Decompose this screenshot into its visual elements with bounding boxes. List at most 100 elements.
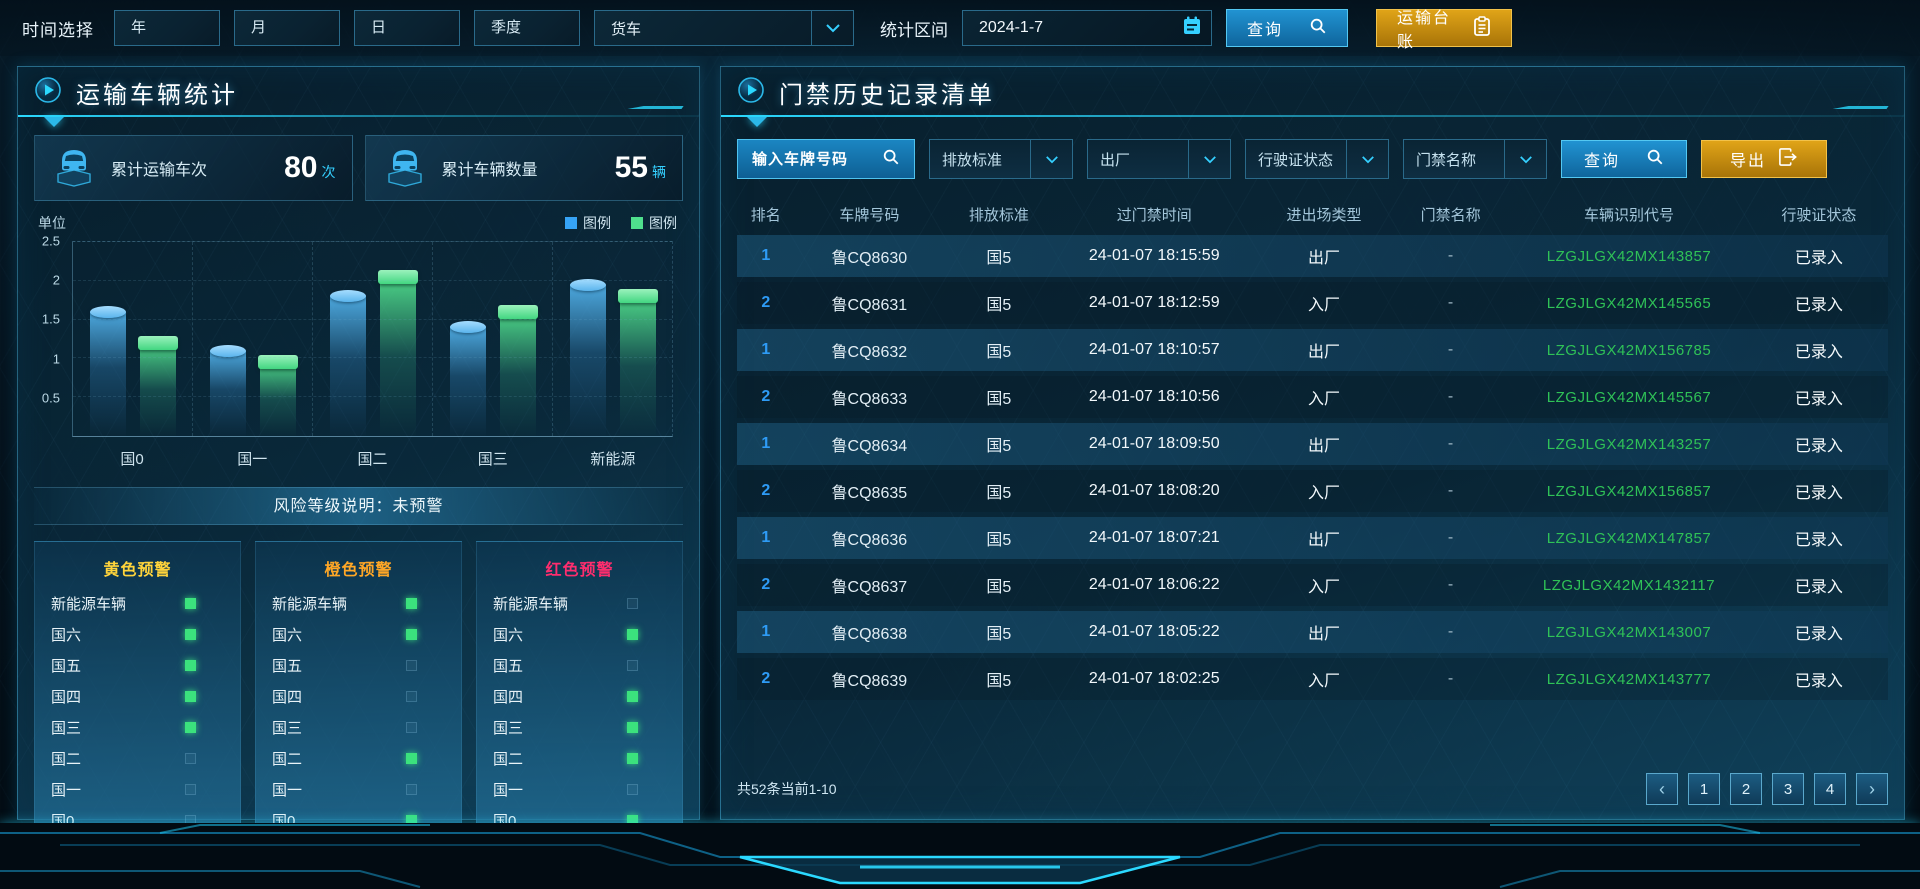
time-button-2[interactable]: 日 [354, 10, 460, 46]
x-tick-label: 国0 [120, 451, 144, 468]
checkbox-unchecked[interactable] [185, 753, 196, 764]
checkbox-unchecked[interactable] [627, 784, 638, 795]
stat-card-vehicles: 累计车辆数量 55 辆 [364, 135, 683, 201]
chart-y-axis: 0.5 1 1.5 2 2.5 [36, 234, 68, 437]
top-query-button[interactable]: 查询 [1226, 9, 1348, 47]
checkbox-checked[interactable] [185, 660, 196, 671]
table-row[interactable]: 2 鲁CQ8635 国5 24-01-07 18:08:20 入厂 - LZGJLGX42M… [737, 470, 1888, 512]
time-button-3[interactable]: 季度 [474, 10, 580, 46]
table-row[interactable]: 2 鲁CQ8639 国5 24-01-07 18:02:25 入厂 - LZGJLGX42M… [737, 658, 1888, 700]
plate-search-box[interactable] [737, 139, 915, 179]
table-row[interactable]: 1 鲁CQ8632 国5 24-01-07 18:10:57 出厂 - LZGJLGX42M… [737, 329, 1888, 371]
cell-time: 24-01-07 18:05:22 [1088, 623, 1220, 640]
column-header: 车辆识别代号 [1583, 206, 1674, 224]
checkbox-unchecked[interactable] [627, 598, 638, 609]
next-page-button[interactable]: › [1856, 773, 1888, 805]
checkbox-checked[interactable] [406, 815, 417, 826]
stat-unit: 辆 [652, 164, 666, 180]
table-row[interactable]: 1 鲁CQ8634 国5 24-01-07 18:09:50 出厂 - LZGJLGX42M… [737, 423, 1888, 465]
cell-vin: LZGJLGX42MX143857 [1546, 247, 1712, 265]
time-button-1[interactable]: 月 [234, 10, 340, 46]
cell-time: 24-01-07 18:10:57 [1088, 341, 1220, 358]
checkbox-checked[interactable] [627, 691, 638, 702]
filter-dropdown-3[interactable]: 门禁名称 [1403, 139, 1547, 179]
cell-direction: 出厂 [1307, 626, 1340, 643]
cell-plate: 鲁CQ8630 [831, 250, 908, 267]
table-row[interactable]: 2 鲁CQ8637 国5 24-01-07 18:06:22 入厂 - LZGJLGX42M… [737, 564, 1888, 606]
warning-item: 国六 [493, 619, 666, 650]
bar-series2 [617, 289, 658, 436]
calendar-icon[interactable] [1181, 15, 1203, 42]
checkbox-checked[interactable] [185, 629, 196, 640]
checkbox-checked[interactable] [406, 629, 417, 640]
stat-label: 累计运输车次 [111, 162, 208, 179]
warning-item: 国四 [493, 681, 666, 712]
table-row[interactable]: 1 鲁CQ8636 国5 24-01-07 18:07:21 出厂 - LZGJLGX42M… [737, 517, 1888, 559]
checkbox-checked[interactable] [185, 598, 196, 609]
x-tick-label: 国二 [357, 451, 388, 468]
warning-item-label: 新能源车辆 [493, 596, 569, 613]
vehicle-type-select[interactable]: 货车 [594, 10, 854, 46]
page-button-2[interactable]: 2 [1730, 773, 1762, 805]
cell-vin: LZGJLGX42MX143257 [1546, 435, 1712, 453]
table-row[interactable]: 1 鲁CQ8630 国5 24-01-07 18:15:59 出厂 - LZGJLGX42M… [737, 235, 1888, 277]
cell-standard: 国5 [986, 579, 1012, 596]
checkbox-checked[interactable] [627, 815, 638, 826]
checkbox-checked[interactable] [406, 753, 417, 764]
cell-time: 24-01-07 18:06:22 [1088, 576, 1220, 593]
checkbox-checked[interactable] [406, 598, 417, 609]
legend-swatch [631, 217, 643, 229]
export-button[interactable]: 导出 [1701, 140, 1827, 178]
cell-standard: 国5 [986, 532, 1012, 549]
plate-search-input[interactable] [752, 150, 868, 168]
bar-series1 [89, 305, 126, 436]
cell-vin: LZGJLGX42MX156785 [1546, 341, 1712, 359]
checkbox-checked[interactable] [185, 691, 196, 702]
stat-card-trips: 累计运输车次 80 次 [34, 135, 353, 201]
left-panel-header: 运输车辆统计 [18, 67, 699, 117]
cell-standard: 国5 [986, 485, 1012, 502]
date-input[interactable] [979, 19, 1129, 37]
checkbox-checked[interactable] [627, 753, 638, 764]
warning-item-label: 国一 [493, 782, 524, 799]
checkbox-unchecked[interactable] [406, 784, 417, 795]
bar-series1 [449, 321, 486, 436]
checkbox-unchecked[interactable] [185, 784, 196, 795]
table-row[interactable]: 2 鲁CQ8633 国5 24-01-07 18:10:56 入厂 - LZGJLGX42M… [737, 376, 1888, 418]
time-button-0[interactable]: 年 [114, 10, 220, 46]
warning-item: 国四 [272, 681, 445, 712]
table-row[interactable]: 1 鲁CQ8638 国5 24-01-07 18:05:22 出厂 - LZGJLGX42M… [737, 611, 1888, 653]
checkbox-unchecked[interactable] [406, 660, 417, 671]
warning-columns: 黄色预警 新能源车辆 国六 国五 国四 国三 国二 国一 国0 橙色预警 新能源车辆 国六 国五 国四 国三… [34, 541, 683, 847]
checkbox-checked[interactable] [627, 722, 638, 733]
checkbox-unchecked[interactable] [627, 660, 638, 671]
table-query-button[interactable]: 查询 [1561, 140, 1687, 178]
cell-rank: 1 [761, 529, 771, 546]
warning-item-label: 国五 [272, 658, 303, 675]
cell-time: 24-01-07 18:09:50 [1088, 435, 1220, 452]
checkbox-unchecked[interactable] [406, 722, 417, 733]
table-footer: 共52条当前1-10 ‹ 1 2 3 4 › [737, 773, 1888, 805]
filter-dropdown-0[interactable]: 排放标准 [929, 139, 1073, 179]
cell-plate: 鲁CQ8631 [831, 297, 908, 314]
filter-dropdown-2[interactable]: 行驶证状态 [1245, 139, 1389, 179]
page-button-4[interactable]: 4 [1814, 773, 1846, 805]
header-ornament [1832, 99, 1894, 109]
table-row[interactable]: 2 鲁CQ8631 国5 24-01-07 18:12:59 入厂 - LZGJLGX42M… [737, 282, 1888, 324]
date-picker[interactable] [962, 10, 1212, 46]
page-button-1[interactable]: 1 [1688, 773, 1720, 805]
cell-direction: 出厂 [1307, 438, 1340, 455]
transport-ledger-button[interactable]: 运输台账 [1376, 9, 1512, 51]
checkbox-unchecked[interactable] [406, 691, 417, 702]
top-query-label: 查询 [1247, 22, 1284, 39]
vehicle-type-value: 货车 [611, 20, 642, 38]
checkbox-checked[interactable] [627, 629, 638, 640]
prev-page-button[interactable]: ‹ [1646, 773, 1678, 805]
page-button-3[interactable]: 3 [1772, 773, 1804, 805]
checkbox-checked[interactable] [185, 722, 196, 733]
cell-direction: 入厂 [1307, 391, 1340, 408]
dropdown-value: 排放标准 [942, 151, 1003, 169]
legend-swatch [565, 217, 577, 229]
filter-dropdown-1[interactable]: 出厂 [1087, 139, 1231, 179]
chart-x-axis: 国0 国一 国二 国三 新能源 [72, 448, 673, 469]
